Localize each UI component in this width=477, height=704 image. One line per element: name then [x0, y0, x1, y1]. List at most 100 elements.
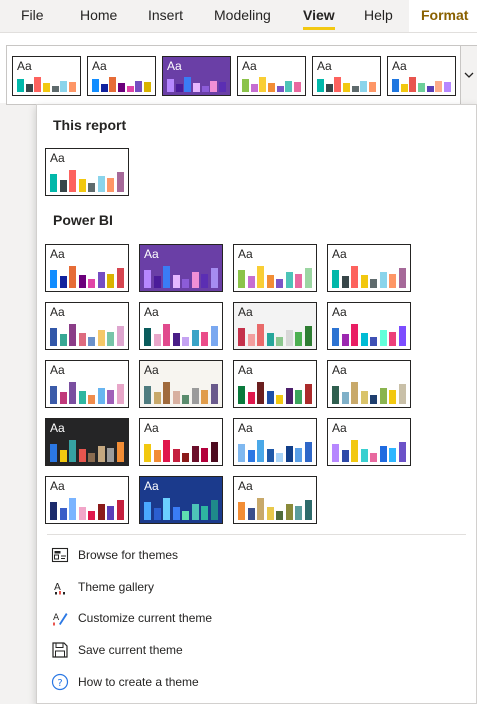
tab-file[interactable]: File — [21, 7, 44, 23]
theme-color-bar — [276, 395, 284, 404]
ribbon-theme-thumbnail[interactable]: Aa — [237, 56, 306, 96]
ribbon-theme-thumbnail[interactable]: Aa — [87, 56, 156, 96]
theme-thumbnail-aa-glyph: Aa — [144, 479, 159, 493]
theme-color-bar — [144, 386, 151, 404]
theme-color-bar — [163, 324, 171, 346]
theme-color-bar — [88, 183, 96, 192]
theme-color-bar — [144, 502, 151, 520]
power-bi-theme-thumbnail[interactable]: Aa — [327, 244, 411, 292]
theme-color-bar — [238, 502, 245, 520]
theme-color-bar — [25, 84, 33, 92]
theme-thumbnail-aa-glyph: Aa — [238, 305, 253, 319]
theme-color-bar — [285, 504, 293, 520]
power-bi-theme-thumbnail[interactable]: Aa — [139, 418, 223, 466]
power-bi-theme-thumbnail[interactable]: Aa — [45, 302, 129, 350]
theme-color-bar — [343, 83, 350, 92]
tab-home[interactable]: Home — [80, 7, 118, 23]
theme-color-bar — [305, 442, 312, 462]
theme-thumbnail-aa-glyph: Aa — [238, 421, 253, 435]
browse-for-themes-item[interactable]: Browse for themes — [45, 540, 465, 570]
theme-gallery-expand-button[interactable] — [460, 45, 477, 105]
theme-color-bar — [60, 81, 68, 92]
theme-color-bar — [184, 77, 192, 92]
tab-view[interactable]: View — [303, 0, 335, 32]
this-report-theme-thumbnail[interactable]: Aa — [45, 148, 129, 196]
ribbon-theme-thumbnail[interactable]: Aa — [312, 56, 381, 96]
customize-current-theme-item[interactable]: A Customize current theme — [45, 603, 465, 633]
theme-color-bar — [238, 444, 245, 462]
theme-thumbnail-aa-glyph: Aa — [50, 479, 65, 493]
theme-color-bar — [144, 444, 151, 462]
power-bi-theme-thumbnail[interactable]: Aa — [139, 244, 223, 292]
power-bi-theme-thumbnail[interactable]: Aa — [327, 418, 411, 466]
ribbon-theme-thumbnail[interactable]: Aa — [162, 56, 231, 96]
how-to-create-theme-item[interactable]: ? How to create a theme — [45, 667, 465, 697]
theme-color-bar — [78, 391, 86, 404]
power-bi-theme-thumbnail[interactable]: Aa — [45, 476, 129, 524]
theme-color-bar — [50, 386, 57, 404]
theme-color-bar — [379, 388, 387, 404]
theme-thumbnail-aa-glyph: Aa — [144, 421, 159, 435]
theme-thumbnail-aa-glyph: Aa — [50, 421, 65, 435]
save-current-theme-item[interactable]: Save current theme — [45, 635, 465, 665]
power-bi-theme-thumbnail[interactable]: Aa — [233, 302, 317, 350]
theme-color-bar — [211, 384, 218, 404]
theme-color-bar — [201, 506, 209, 520]
tab-help[interactable]: Help — [364, 7, 393, 23]
tab-insert[interactable]: Insert — [148, 7, 184, 23]
theme-color-bar — [266, 449, 274, 462]
theme-color-bar — [144, 82, 151, 92]
theme-color-bar — [379, 446, 387, 462]
theme-thumbnail-aa-glyph: Aa — [332, 247, 347, 261]
how-to-create-theme-label: How to create a theme — [78, 675, 199, 689]
power-bi-theme-thumbnail[interactable]: Aa — [139, 476, 223, 524]
theme-color-bar — [107, 332, 115, 346]
ribbon-theme-thumbnail[interactable]: Aa — [12, 56, 81, 96]
svg-text:A: A — [53, 613, 60, 623]
power-bi-theme-thumbnail[interactable]: Aa — [327, 302, 411, 350]
theme-color-bar — [88, 279, 96, 288]
power-bi-theme-thumbnail[interactable]: Aa — [139, 360, 223, 408]
theme-thumbnail-aa-glyph: Aa — [50, 247, 65, 261]
power-bi-theme-thumbnail[interactable]: Aa — [45, 244, 129, 292]
customize-icon: A — [49, 607, 71, 629]
ribbon-theme-thumbnail[interactable]: Aa — [387, 56, 456, 96]
tab-modeling[interactable]: Modeling — [214, 7, 271, 23]
theme-color-bar — [317, 79, 324, 92]
power-bi-theme-thumbnail[interactable]: Aa — [233, 476, 317, 524]
theme-color-bar — [266, 333, 274, 346]
theme-color-bar — [88, 453, 96, 462]
theme-color-bar — [266, 275, 274, 288]
theme-color-bar — [107, 506, 115, 520]
theme-color-bar — [305, 326, 312, 346]
theme-color-bar — [135, 81, 143, 92]
theme-thumbnail-aa-glyph: Aa — [332, 363, 347, 377]
power-bi-theme-thumbnail[interactable]: Aa — [45, 360, 129, 408]
theme-color-bar — [369, 82, 376, 92]
theme-color-bar — [78, 507, 86, 520]
theme-color-bar — [266, 391, 274, 404]
tab-format[interactable]: Format — [409, 0, 477, 32]
theme-color-bar — [201, 274, 209, 288]
power-bi-theme-thumbnail[interactable]: Aa — [139, 302, 223, 350]
power-bi-theme-thumbnail[interactable]: Aa — [233, 244, 317, 292]
power-bi-theme-thumbnail[interactable]: Aa — [45, 418, 129, 466]
theme-color-bar — [399, 384, 406, 404]
svg-text:?: ? — [57, 678, 62, 689]
section-title-power-bi: Power BI — [53, 212, 113, 228]
browse-icon — [49, 544, 71, 566]
theme-thumbnail-aa-glyph: Aa — [332, 421, 347, 435]
theme-color-bar — [78, 449, 86, 462]
theme-color-bar — [247, 334, 255, 346]
theme-color-bar — [295, 448, 303, 462]
theme-color-bar — [153, 450, 161, 462]
theme-color-bar — [50, 328, 57, 346]
power-bi-theme-thumbnail[interactable]: Aa — [327, 360, 411, 408]
theme-color-bar — [117, 442, 124, 462]
theme-thumbnail-aa-glyph: Aa — [317, 59, 332, 73]
power-bi-theme-thumbnail[interactable]: Aa — [233, 360, 317, 408]
power-bi-theme-thumbnail[interactable]: Aa — [233, 418, 317, 466]
theme-color-bar — [59, 180, 67, 192]
theme-gallery-item[interactable]: A Theme gallery — [45, 572, 465, 602]
theme-color-bar — [191, 388, 199, 404]
